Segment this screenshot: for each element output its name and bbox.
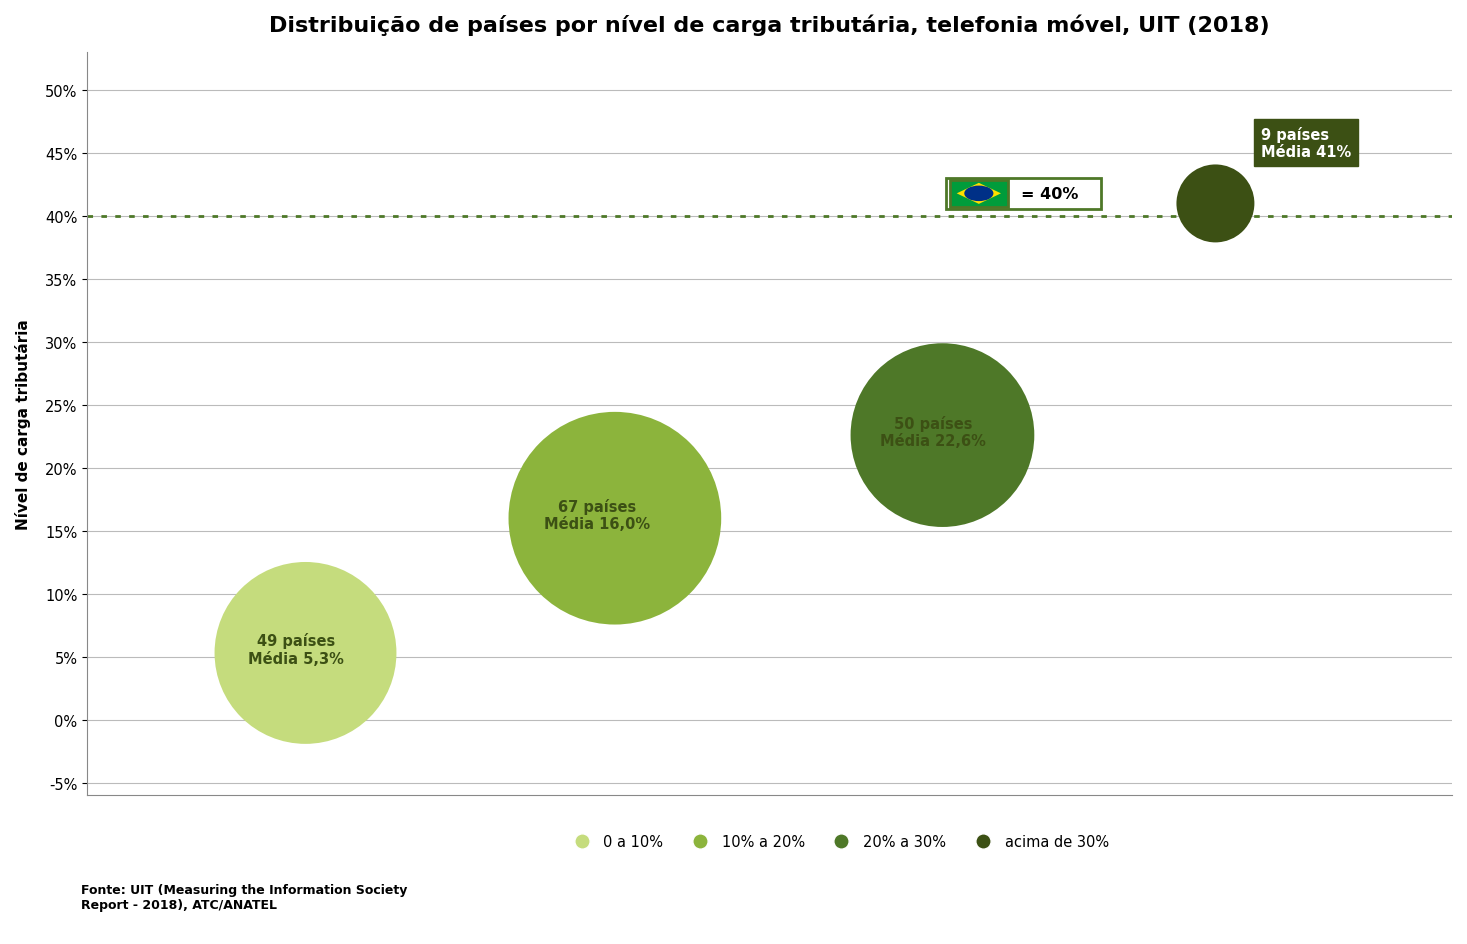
Point xyxy=(930,428,954,443)
Legend: 0 a 10%, 10% a 20%, 20% a 30%, acima de 30%: 0 a 10%, 10% a 20%, 20% a 30%, acima de … xyxy=(560,828,1115,855)
Point xyxy=(1204,196,1228,211)
Title: Distribuição de países por nível de carga tributária, telefonia móvel, UIT (2018: Distribuição de países por nível de carg… xyxy=(270,15,1270,37)
Text: 9 países
Média 41%: 9 países Média 41% xyxy=(1262,126,1351,160)
FancyBboxPatch shape xyxy=(949,180,1008,208)
Polygon shape xyxy=(956,184,1000,205)
Point xyxy=(603,511,626,526)
Y-axis label: Nível de carga tributária: Nível de carga tributária xyxy=(15,319,31,530)
Ellipse shape xyxy=(964,186,993,202)
Point xyxy=(293,646,317,661)
Text: 67 países
Média 16,0%: 67 países Média 16,0% xyxy=(544,498,650,531)
Text: Fonte: UIT (Measuring the Information Society
Report - 2018), ATC/ANATEL: Fonte: UIT (Measuring the Information So… xyxy=(81,883,406,911)
Text: = 40%: = 40% xyxy=(1021,187,1078,202)
Text: 50 países
Média 22,6%: 50 países Média 22,6% xyxy=(880,415,986,448)
Text: 49 países
Média 5,3%: 49 países Média 5,3% xyxy=(248,632,345,666)
